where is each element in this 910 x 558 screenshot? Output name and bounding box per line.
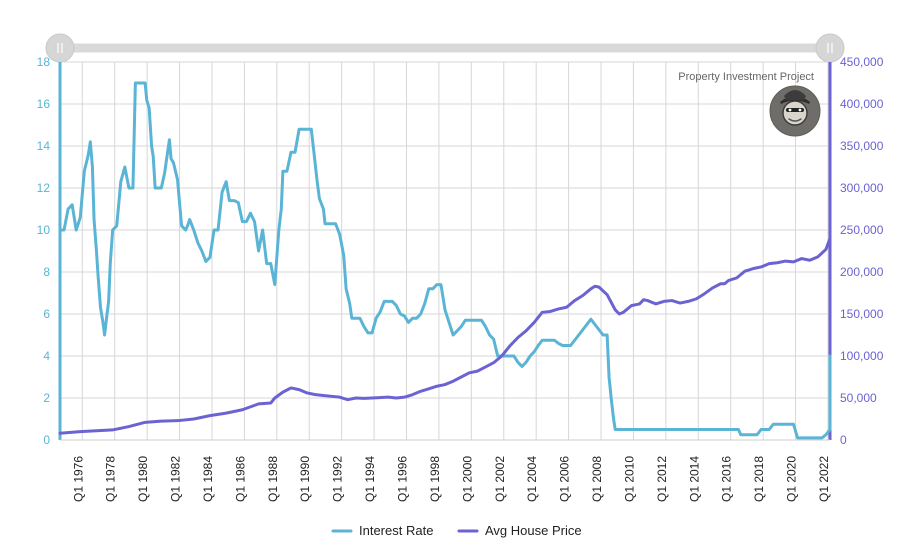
zoom-handle-left[interactable] bbox=[45, 33, 75, 63]
watermark-text: Property Investment Project bbox=[678, 71, 814, 83]
chart-axes: 0 2 4 6 8 10 12 14 16 18 0 50,000 100,000 150,000 200,… bbox=[37, 55, 884, 502]
x-tick-label: Q1 1978 bbox=[104, 456, 118, 502]
x-tick-label: Q1 1990 bbox=[298, 456, 312, 502]
left-y-tick-label: 0 bbox=[43, 433, 50, 447]
x-tick-label: Q1 2010 bbox=[622, 456, 636, 502]
left-y-tick-label: 18 bbox=[37, 55, 51, 69]
x-tick-label: Q1 2012 bbox=[655, 456, 669, 502]
right-y-tick-label: 400,000 bbox=[840, 97, 884, 111]
x-tick-label: Q1 1992 bbox=[331, 456, 345, 502]
right-y-tick-label: 150,000 bbox=[840, 307, 884, 321]
chart-decor: Property Investment Project bbox=[678, 71, 821, 137]
x-tick-label: Q1 1998 bbox=[428, 456, 442, 502]
interest-rate-line bbox=[58, 81, 832, 440]
x-tick-label: Q1 1988 bbox=[266, 456, 280, 502]
right-y-tick-label: 50,000 bbox=[840, 391, 877, 405]
x-tick-label: Q1 1982 bbox=[169, 456, 183, 502]
right-y-tick-label: 350,000 bbox=[840, 139, 884, 153]
right-y-tick-label: 100,000 bbox=[840, 349, 884, 363]
right-y-tick-label: 450,000 bbox=[840, 55, 884, 69]
x-tick-label: Q1 2022 bbox=[817, 456, 831, 502]
x-tick-label: Q1 2002 bbox=[493, 456, 507, 502]
x-tick-label: Q1 2016 bbox=[720, 456, 734, 502]
x-tick-label: Q1 2018 bbox=[752, 456, 766, 502]
legend-item-avg-house-price[interactable]: Avg House Price bbox=[457, 523, 582, 538]
x-tick-label: Q1 2014 bbox=[687, 456, 701, 502]
chart-legend[interactable]: Interest Rate Avg House Price bbox=[331, 523, 582, 538]
left-y-tick-label: 6 bbox=[43, 307, 50, 321]
legend-item-interest-rate[interactable]: Interest Rate bbox=[331, 523, 433, 538]
x-tick-label: Q1 2006 bbox=[558, 456, 572, 502]
avg-house-price-line bbox=[58, 209, 832, 435]
logo-eye-left bbox=[788, 108, 792, 112]
right-y-tick-label: 200,000 bbox=[840, 265, 884, 279]
x-tick-label: Q1 1976 bbox=[71, 456, 85, 502]
left-y-tick-label: 14 bbox=[37, 139, 51, 153]
left-y-tick-label: 10 bbox=[37, 223, 51, 237]
logo-eye-right bbox=[798, 108, 802, 112]
left-y-tick-label: 8 bbox=[43, 265, 50, 279]
right-y-tick-label: 300,000 bbox=[840, 181, 884, 195]
x-tick-label: Q1 1986 bbox=[233, 456, 247, 502]
x-tick-label: Q1 2020 bbox=[785, 456, 799, 502]
x-tick-label: Q1 1984 bbox=[201, 456, 215, 502]
zoom-bar[interactable] bbox=[45, 33, 845, 63]
zoom-handle-left-circle[interactable] bbox=[45, 33, 75, 63]
legend-item-interest-rate-label[interactable]: Interest Rate bbox=[359, 523, 433, 538]
x-tick-label: Q1 1996 bbox=[396, 456, 410, 502]
chart-grid bbox=[60, 61, 830, 441]
logo-avatar bbox=[769, 85, 821, 137]
logo-hat-top bbox=[784, 90, 806, 100]
x-tick-label: Q1 1980 bbox=[136, 456, 150, 502]
right-y-tick-label: 0 bbox=[840, 433, 847, 447]
x-tick-label: Q1 2004 bbox=[525, 456, 539, 502]
chart-series bbox=[58, 81, 832, 440]
left-y-tick-label: 2 bbox=[43, 391, 50, 405]
x-tick-label: Q1 2000 bbox=[460, 456, 474, 502]
x-tick-label: Q1 1994 bbox=[363, 456, 377, 502]
left-y-tick-label: 16 bbox=[37, 97, 51, 111]
legend-item-avg-house-price-label[interactable]: Avg House Price bbox=[485, 523, 582, 538]
logo-mouth bbox=[788, 118, 802, 122]
right-y-tick-label: 250,000 bbox=[840, 223, 884, 237]
x-tick-label: Q1 2008 bbox=[590, 456, 604, 502]
left-y-tick-label: 12 bbox=[37, 181, 51, 195]
left-y-tick-label: 4 bbox=[43, 349, 50, 363]
